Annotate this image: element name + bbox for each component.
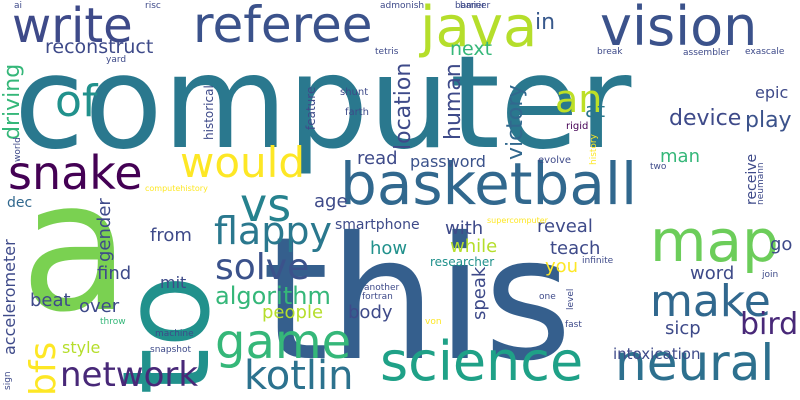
word-bird: bird: [740, 307, 799, 342]
word-infinite: infinite: [582, 256, 614, 266]
word-read: read: [357, 148, 398, 169]
word-sicp: sicp: [665, 318, 701, 339]
word-sign: sign: [3, 371, 13, 390]
word-shunt: shunt: [340, 87, 369, 98]
word-at: at: [585, 98, 606, 122]
word-map: map: [650, 207, 779, 275]
word-world: world: [13, 137, 23, 162]
word-write: write: [12, 0, 133, 54]
word-farth: farth: [345, 107, 370, 118]
word-java: java: [420, 0, 538, 60]
word-computehistory: computehistory: [145, 184, 208, 193]
word-driving: driving: [0, 63, 25, 140]
word-next: next: [450, 38, 493, 60]
word-go: go: [770, 234, 793, 255]
word-gender: gender: [94, 198, 115, 262]
word-ai: ai: [14, 1, 23, 11]
word-word: word: [690, 263, 735, 284]
word-exascale: exascale: [745, 47, 785, 57]
word-people: people: [262, 302, 324, 323]
word-password: password: [410, 152, 486, 171]
word-rigid: rigid: [566, 121, 589, 132]
word-fortran: fortran: [362, 292, 393, 302]
word-yard: yard: [106, 55, 127, 65]
word-an: an: [555, 77, 603, 121]
word-neural: neural: [615, 334, 775, 392]
word-snake: snake: [8, 146, 143, 200]
word-feature: feature: [304, 86, 318, 130]
word-snapshot: snapshot: [150, 345, 192, 355]
word-break: break: [597, 47, 623, 57]
word-device: device: [669, 106, 742, 131]
word-throw: throw: [100, 317, 126, 327]
word-barrier-2: barrier: [455, 1, 486, 11]
word-vision: vision: [600, 0, 758, 58]
word-intoxication: intoxication: [613, 345, 701, 363]
word-this: this: [262, 201, 573, 399]
word-machine: machine: [155, 329, 194, 339]
word-flappy: flappy: [214, 209, 332, 253]
word-assembler: assembler: [683, 48, 730, 58]
word-risc: risc: [145, 1, 161, 11]
word-history: history: [589, 134, 599, 165]
word-age: age: [314, 191, 348, 212]
word-you: you: [545, 256, 579, 277]
word-a: a: [20, 143, 131, 352]
word-with: with: [445, 218, 484, 239]
word-solve: solve: [215, 247, 310, 288]
word-basketball: basketball: [340, 150, 638, 218]
word-bfs: bfs: [23, 341, 64, 396]
word-speak: speak: [469, 266, 490, 320]
word-make: make: [650, 276, 771, 327]
word-level: level: [566, 288, 576, 310]
word-kotlin: kotlin: [244, 353, 354, 399]
word-two: two: [650, 162, 667, 172]
word-admonish: admonish: [380, 1, 425, 11]
word-von: von: [425, 317, 442, 327]
word-style: style: [62, 338, 101, 357]
word-in: in: [535, 10, 556, 35]
word-another: another: [364, 283, 400, 293]
word-human: human: [441, 63, 466, 140]
word-beat: beat: [30, 290, 71, 311]
word-location: location: [391, 62, 416, 150]
word-find: find: [97, 263, 132, 284]
word-play: play: [745, 108, 792, 133]
word-algorithm: algorithm: [215, 282, 331, 310]
word-vs: vs: [240, 178, 292, 232]
word-researcher: researcher: [430, 255, 495, 269]
word-supercomputer: supercomputer: [487, 216, 548, 225]
word-science: science: [380, 330, 584, 393]
word-from: from: [150, 225, 192, 246]
word-while: while: [450, 236, 498, 257]
word-mit: mit: [160, 273, 187, 292]
word-epic: epic: [755, 83, 789, 102]
word-neumann: neumann: [756, 162, 766, 205]
word-accelerometer: accelerometer: [0, 239, 19, 355]
word-barrier: barrier: [460, 1, 491, 11]
word-computer: computer: [14, 29, 632, 178]
word-historical: historical: [202, 85, 216, 140]
word-tetris: tetris: [375, 47, 399, 57]
word-smartphone: smartphone: [335, 217, 420, 233]
word-would: would: [180, 138, 305, 187]
word-one: one: [539, 292, 556, 302]
word-how: how: [370, 238, 408, 259]
word-reveal: reveal: [537, 216, 593, 237]
word-fast: fast: [565, 320, 582, 330]
word-teach: teach: [550, 238, 601, 259]
word-reconstruct: reconstruct: [45, 36, 154, 58]
word-victory: victory: [503, 84, 528, 160]
word-join: join: [762, 270, 779, 280]
word-man: man: [660, 146, 700, 167]
word-body: body: [348, 302, 393, 323]
word-referee: referee: [193, 0, 373, 54]
word-dec: dec: [7, 195, 33, 211]
word-of: of: [55, 76, 98, 127]
word-game: game: [215, 314, 352, 370]
word-network: network: [60, 355, 199, 395]
word-evolve: evolve: [538, 155, 572, 166]
word-over: over: [79, 296, 120, 317]
